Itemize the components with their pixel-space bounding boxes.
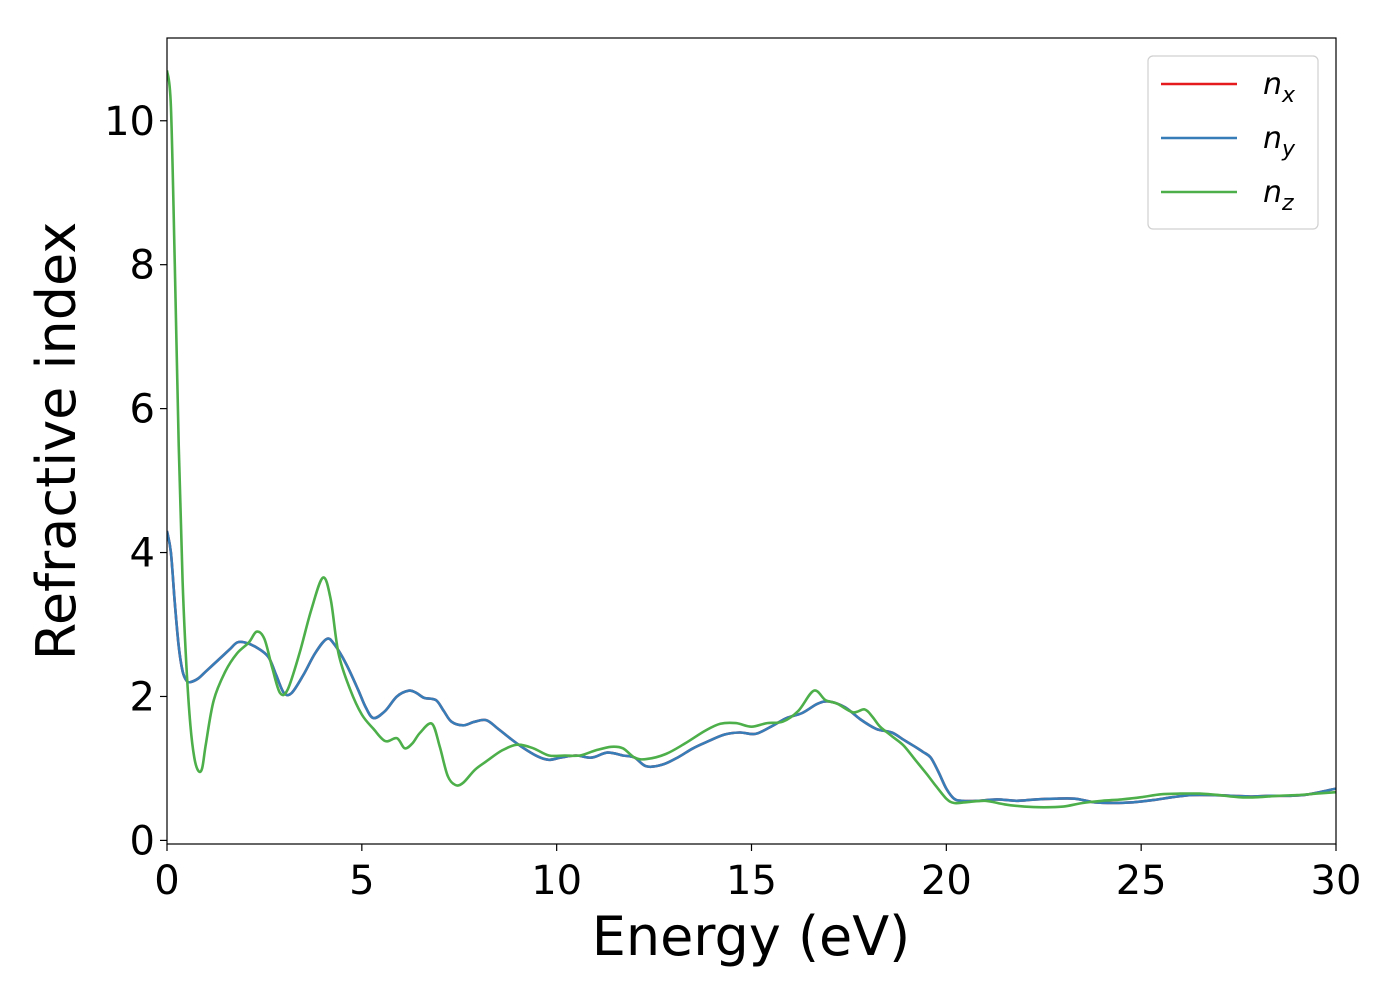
x-tick-label: 15 xyxy=(726,858,777,904)
x-axis-title: Energy (eV) xyxy=(592,905,911,968)
x-tick-label: 5 xyxy=(349,858,374,904)
x-tick-label: 30 xyxy=(1311,858,1362,904)
y-tick-label: 6 xyxy=(130,387,155,433)
series-line-nz xyxy=(167,70,1336,809)
y-tick-label: 2 xyxy=(130,674,155,720)
y-tick-label: 8 xyxy=(130,243,155,289)
y-axis-title: Refractive index xyxy=(25,222,88,661)
x-tick-label: 25 xyxy=(1116,858,1167,904)
x-tick-label: 10 xyxy=(531,858,582,904)
legend-box xyxy=(1147,55,1319,230)
y-axis-ticks: 0 2 4 6 8 10 xyxy=(104,99,167,864)
x-tick-label: 20 xyxy=(921,858,972,904)
y-tick-label: 4 xyxy=(130,531,155,577)
series-line-ny xyxy=(167,530,1336,805)
y-tick-label: 0 xyxy=(130,818,155,864)
x-axis-ticks: 0 5 10 15 20 25 30 xyxy=(154,844,1361,904)
y-tick-label: 10 xyxy=(104,99,155,145)
x-tick-label: 0 xyxy=(154,858,179,904)
series-layer xyxy=(167,70,1336,809)
